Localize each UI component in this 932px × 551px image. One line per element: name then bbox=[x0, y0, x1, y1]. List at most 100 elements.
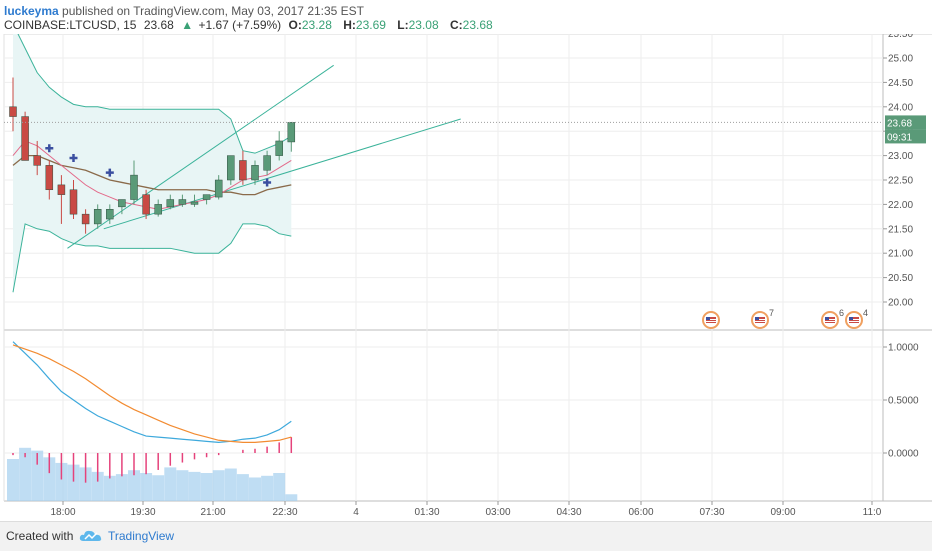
last-price: 23.68 bbox=[143, 18, 174, 32]
price-tick-label: 25.50 bbox=[888, 34, 913, 40]
pivot-marker bbox=[263, 178, 272, 187]
volume-bar bbox=[55, 462, 68, 501]
candle-body[interactable] bbox=[275, 140, 283, 156]
last-price-tag-label: 23.68 bbox=[887, 118, 912, 129]
price-tick-label: 21.00 bbox=[888, 249, 913, 260]
publish-line: luckeyma published on TradingView.com, M… bbox=[4, 4, 364, 18]
candle-body[interactable] bbox=[178, 199, 187, 205]
candle-body[interactable] bbox=[202, 194, 211, 200]
candle-body[interactable] bbox=[142, 194, 150, 215]
candle-body[interactable] bbox=[106, 209, 114, 220]
price-tick-label: 21.50 bbox=[888, 224, 913, 235]
volume-bar bbox=[212, 470, 225, 501]
last-price-tag bbox=[885, 115, 926, 130]
candle-body[interactable] bbox=[33, 155, 41, 166]
price-tick-label: 25.00 bbox=[888, 54, 913, 65]
volume-bar bbox=[31, 450, 44, 501]
time-tick-label: 03:00 bbox=[485, 507, 510, 518]
bollinger-upper-line bbox=[17, 34, 292, 154]
volume-bar bbox=[79, 467, 92, 501]
price-tick-label: 24.00 bbox=[888, 102, 913, 113]
ohlc-close-value: 23.68 bbox=[462, 18, 493, 32]
candle-body[interactable] bbox=[93, 209, 102, 225]
price-tick-label: 23.00 bbox=[888, 151, 913, 162]
candle-body[interactable] bbox=[263, 155, 271, 171]
candle-body[interactable] bbox=[154, 204, 162, 215]
oscillator-tick-label: 0.5000 bbox=[888, 396, 919, 407]
time-tick-label: 09:00 bbox=[770, 507, 795, 518]
volume-bar bbox=[176, 470, 189, 501]
time-tick-label: 4 bbox=[353, 507, 359, 518]
volume-bar bbox=[103, 475, 116, 501]
volume-bar bbox=[285, 494, 298, 501]
volume-bar bbox=[140, 473, 153, 501]
event-flag-icon[interactable]: 6 bbox=[821, 308, 844, 329]
oscillator-tick-label: 0.0000 bbox=[888, 449, 919, 460]
volume-bar bbox=[249, 477, 261, 501]
time-tick-label: 22:30 bbox=[272, 507, 297, 518]
candle-body[interactable] bbox=[287, 122, 296, 143]
volume-bar bbox=[115, 474, 128, 501]
volume-bar bbox=[67, 464, 80, 501]
ohlc-open: O:23.28 bbox=[289, 18, 336, 32]
price-tick-label: 22.50 bbox=[888, 176, 913, 187]
volume-bar bbox=[128, 470, 140, 501]
candle-body[interactable] bbox=[227, 155, 235, 181]
volume-bar bbox=[43, 457, 56, 501]
event-flag-icon[interactable]: 7 bbox=[751, 308, 774, 329]
pivot-marker bbox=[105, 168, 114, 177]
ma-slow-line bbox=[12, 154, 292, 196]
time-tick-label: 11:0 bbox=[863, 507, 882, 518]
bollinger-lower-line bbox=[12, 223, 292, 293]
footer: Created with TradingView bbox=[0, 521, 932, 551]
ohlc-open-value: 23.28 bbox=[301, 18, 332, 32]
author-link[interactable]: luckeyma bbox=[4, 4, 59, 18]
volume-bar bbox=[164, 467, 177, 501]
chart-area[interactable]: 18:00 19:30 21:00 22:30 4 01:30 03:00 04:30 06:0… bbox=[0, 34, 932, 521]
volume-bar bbox=[188, 471, 201, 501]
event-flag-icon[interactable] bbox=[702, 311, 720, 329]
pivot-marker bbox=[45, 144, 54, 153]
candle-body[interactable] bbox=[81, 213, 90, 225]
candle-body[interactable] bbox=[21, 116, 29, 161]
candle-body[interactable] bbox=[57, 184, 66, 195]
publish-info: published on TradingView.com, May 03, 20… bbox=[62, 4, 365, 18]
candle-body[interactable] bbox=[166, 199, 175, 208]
candle-body[interactable] bbox=[9, 106, 17, 117]
oscillator-tick-label: 1.0000 bbox=[888, 343, 919, 354]
candle-body[interactable] bbox=[190, 201, 199, 205]
event-count-label: 4 bbox=[863, 308, 868, 318]
countdown-tag-label: 09:31 bbox=[887, 132, 912, 143]
time-tick-label: 06:00 bbox=[628, 507, 653, 518]
time-tick-label: 01:30 bbox=[414, 507, 439, 518]
change-up-icon: ▲ bbox=[181, 18, 194, 32]
bollinger-band-fill bbox=[13, 34, 292, 293]
event-flag-icon[interactable]: 4 bbox=[845, 308, 868, 329]
oscillator-signal-line bbox=[12, 344, 292, 443]
plot-background bbox=[4, 34, 883, 501]
volume-bar bbox=[273, 473, 286, 501]
candle-body[interactable] bbox=[118, 199, 126, 208]
tradingview-cloud-icon bbox=[79, 530, 102, 541]
volume-bar bbox=[152, 475, 165, 501]
ohlc-close-label: C: bbox=[449, 18, 463, 32]
candle-body[interactable] bbox=[251, 165, 259, 181]
candle-body[interactable] bbox=[45, 165, 54, 191]
symbol-line: COINBASE:LTCUSD, 15 23.68 ▲ +1.67 (+7.59… bbox=[4, 18, 501, 32]
candle-body[interactable] bbox=[239, 160, 247, 181]
time-tick-label: 07:30 bbox=[699, 507, 724, 518]
candle-body[interactable] bbox=[69, 189, 78, 215]
ohlc-low-value: 23.08 bbox=[408, 18, 439, 32]
time-tick-label: 19:30 bbox=[130, 507, 155, 518]
trend-line[interactable] bbox=[103, 118, 461, 230]
volume-bar bbox=[7, 459, 19, 501]
ohlc-low-label: L: bbox=[397, 18, 409, 32]
candle-body[interactable] bbox=[130, 174, 138, 200]
ohlc-low: L:23.08 bbox=[397, 18, 442, 32]
price-tick-label: 20.50 bbox=[888, 273, 913, 284]
volume-bar bbox=[200, 473, 213, 501]
tradingview-brand-link[interactable]: TradingView bbox=[108, 529, 175, 543]
created-with-label: Created with bbox=[6, 529, 74, 543]
candle-body[interactable] bbox=[214, 179, 223, 198]
countdown-tag bbox=[885, 129, 926, 144]
